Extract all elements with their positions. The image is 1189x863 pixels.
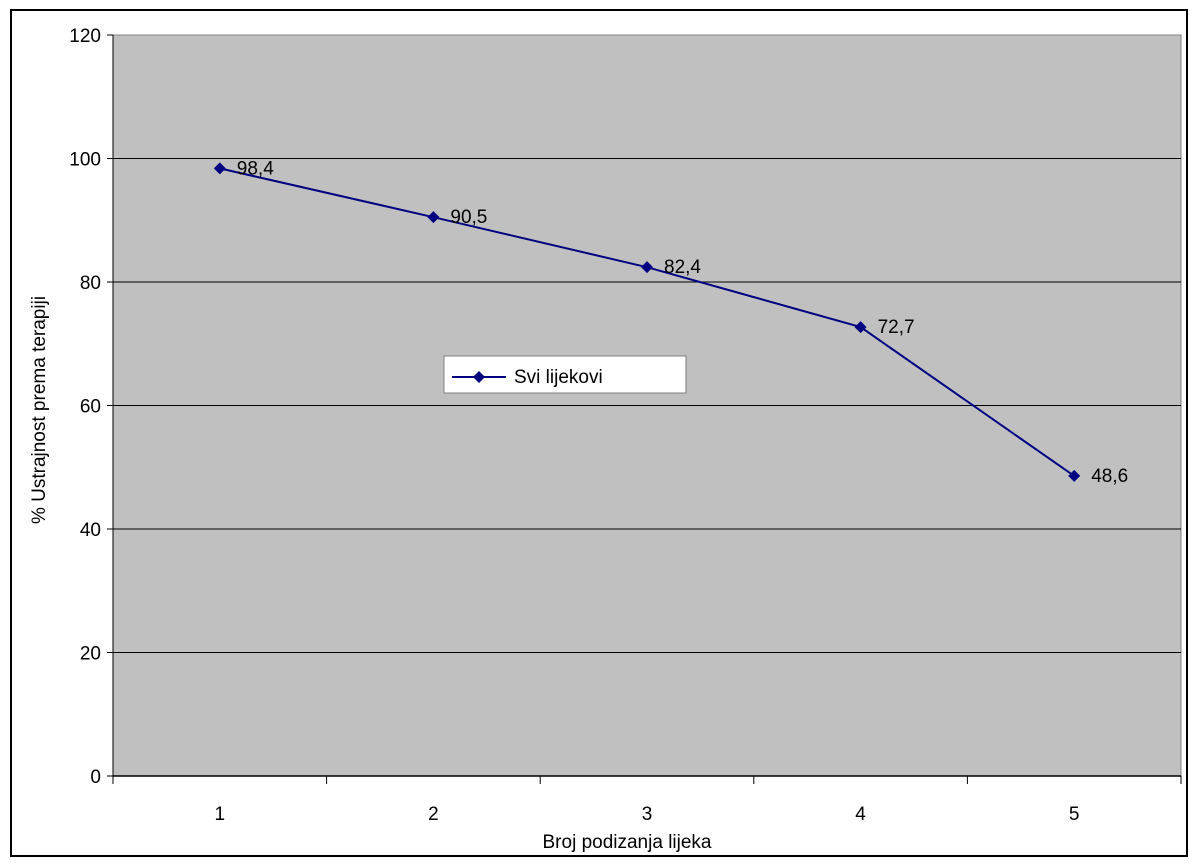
- legend-marker: [473, 371, 485, 383]
- y-axis-title: % Ustrajnost prema terapiji: [29, 296, 50, 524]
- data-label: 72,7: [878, 317, 915, 338]
- gridlines: [113, 158, 1181, 653]
- y-tick-label: 40: [80, 520, 101, 541]
- data-point: [213, 162, 226, 175]
- data-label: 98,4: [237, 158, 274, 179]
- x-tick-label: 3: [642, 804, 653, 825]
- series-layer: [213, 162, 1081, 482]
- data-label: 90,5: [450, 207, 487, 228]
- y-tick-label: 20: [80, 644, 101, 665]
- data-point: [427, 211, 440, 224]
- x-axis-title: Broj podizanja lijeka: [543, 832, 712, 853]
- x-tick-label: 1: [215, 804, 226, 825]
- x-tick-label: 2: [428, 804, 439, 825]
- legend-box: [443, 355, 687, 394]
- data-label: 48,6: [1091, 466, 1128, 487]
- legend: Svi lijekovi: [443, 355, 687, 394]
- x-axis: 1 2 3 4 5: [112, 775, 1182, 825]
- data-labels: 98,4 90,5 82,4 72,7 48,6: [237, 158, 1128, 487]
- data-point: [641, 261, 653, 274]
- data-point: [854, 321, 867, 334]
- legend-label: Svi lijekovi: [514, 367, 603, 388]
- x-tick-label: 5: [1069, 804, 1080, 825]
- y-tick-label: 0: [90, 767, 101, 788]
- y-tick-label: 80: [80, 273, 101, 294]
- y-tick-label: 100: [69, 150, 101, 171]
- data-point: [1068, 469, 1081, 482]
- y-tick-label: 120: [69, 26, 101, 47]
- y-axis: 0 20 40 60 80 100 120: [69, 26, 114, 788]
- y-tick-label: 60: [80, 397, 101, 418]
- x-tick-label: 4: [855, 804, 866, 825]
- data-label: 82,4: [664, 257, 701, 278]
